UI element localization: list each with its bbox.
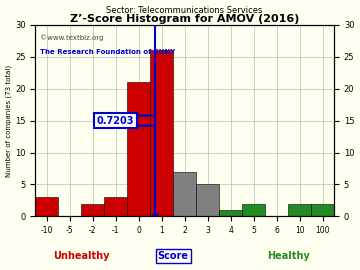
Bar bbox=[173, 172, 196, 216]
Bar bbox=[35, 197, 58, 216]
Text: 0.7203: 0.7203 bbox=[97, 116, 134, 126]
Title: Z’-Score Histogram for AMOV (2016): Z’-Score Histogram for AMOV (2016) bbox=[70, 14, 299, 24]
Text: Sector: Telecommunications Services: Sector: Telecommunications Services bbox=[107, 6, 263, 15]
Y-axis label: Number of companies (73 total): Number of companies (73 total) bbox=[5, 65, 12, 177]
Bar bbox=[311, 204, 334, 216]
Bar bbox=[127, 82, 150, 216]
Bar bbox=[150, 50, 173, 216]
Bar bbox=[81, 204, 104, 216]
Text: Healthy: Healthy bbox=[267, 251, 310, 261]
Bar bbox=[104, 197, 127, 216]
Text: Score: Score bbox=[158, 251, 189, 261]
Text: ©www.textbiz.org: ©www.textbiz.org bbox=[40, 35, 103, 41]
Bar bbox=[242, 204, 265, 216]
Text: The Research Foundation of SUNY: The Research Foundation of SUNY bbox=[40, 49, 175, 55]
Bar bbox=[219, 210, 242, 216]
Bar bbox=[288, 204, 311, 216]
Text: Unhealthy: Unhealthy bbox=[53, 251, 109, 261]
Bar bbox=[196, 184, 219, 216]
